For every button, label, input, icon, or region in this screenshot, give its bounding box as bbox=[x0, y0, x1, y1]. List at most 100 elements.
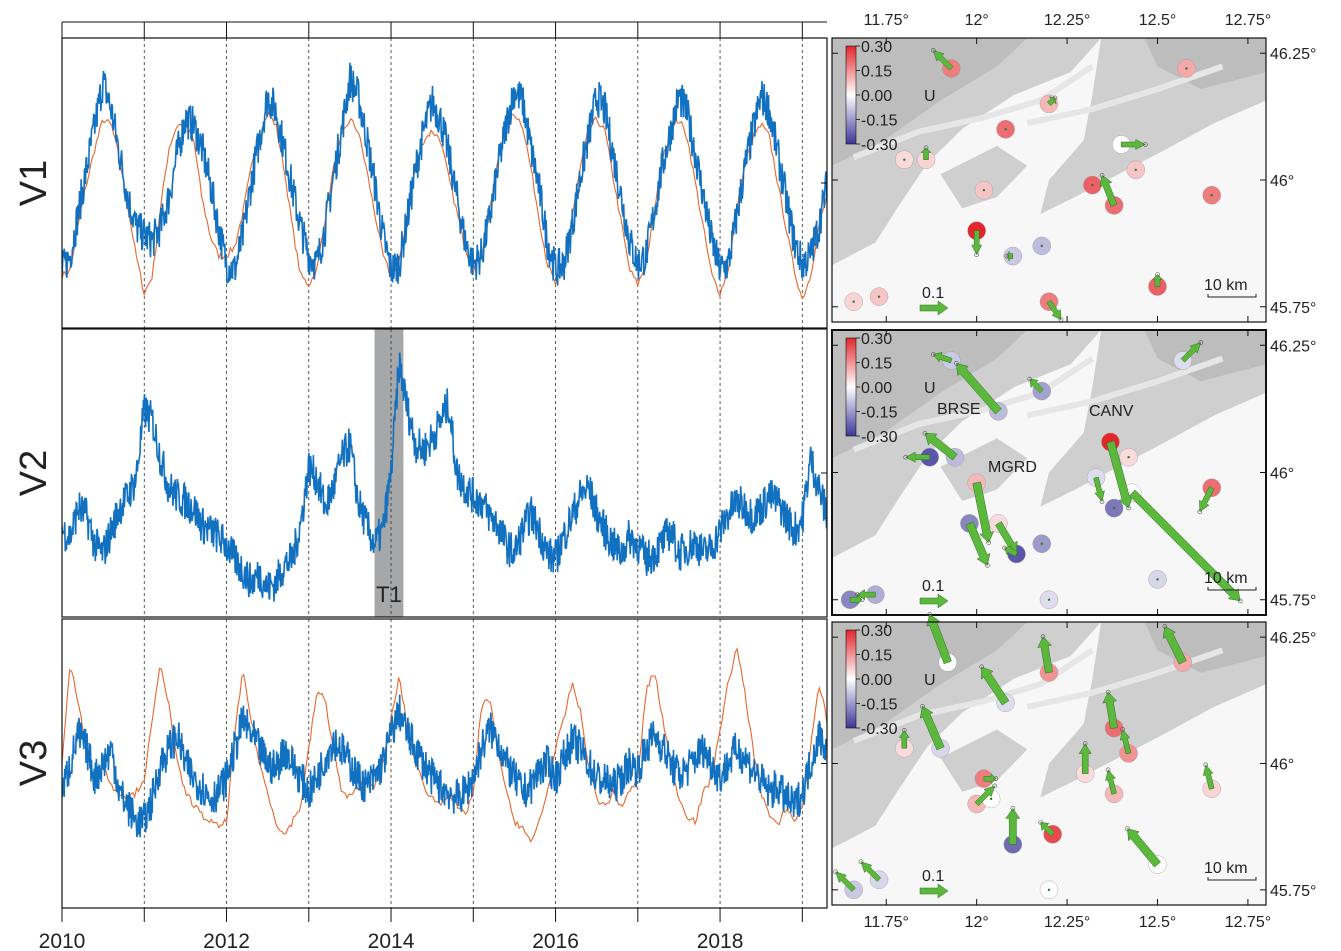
terrain-high-relief bbox=[1144, 38, 1266, 90]
terrain-high-relief bbox=[1144, 330, 1266, 382]
lon-tick-label-top: 12° bbox=[965, 12, 989, 29]
displacement-arrow bbox=[1093, 476, 1105, 503]
displacement-arrow bbox=[1102, 691, 1118, 729]
lon-tick-label-bottom: 12° bbox=[965, 914, 989, 931]
colorbar-label: U bbox=[924, 88, 936, 105]
displacement-arrow bbox=[1134, 168, 1138, 172]
displacement-arrow bbox=[852, 300, 855, 303]
scale-bar bbox=[1207, 587, 1257, 591]
error-ellipse bbox=[1027, 376, 1033, 382]
colorbar-tick-label: 0.15 bbox=[861, 64, 892, 81]
displacement-arrow bbox=[1046, 96, 1057, 107]
colorbar bbox=[845, 45, 857, 145]
displacement-arrow bbox=[1106, 440, 1133, 509]
colorbar-tick-label: 0.30 bbox=[861, 39, 892, 56]
displacement-arrow bbox=[1119, 728, 1132, 755]
x-tick-label: 2014 bbox=[368, 930, 415, 951]
displacement-arrow bbox=[982, 188, 986, 192]
displacement-arrow bbox=[919, 705, 945, 751]
t1-label: T1 bbox=[376, 582, 402, 607]
lat-tick-label: 46° bbox=[1270, 757, 1294, 774]
displacement-arrow bbox=[1029, 378, 1044, 394]
error-ellipse bbox=[1197, 509, 1203, 515]
lat-tick-label: 46.25° bbox=[1270, 338, 1316, 355]
error-ellipse bbox=[1198, 340, 1204, 345]
displacement-arrow bbox=[1004, 545, 1018, 557]
terrain-high-relief bbox=[832, 330, 1028, 459]
valley bbox=[1026, 63, 1224, 127]
map-panels: 0.30 0.15 0.00 -0.15 -0.30 U 0.1 10 km 46.25° 46°… bbox=[831, 12, 1316, 931]
lat-tick-label: 45.75° bbox=[1270, 883, 1316, 900]
displacement-arrow bbox=[965, 521, 991, 566]
error-ellipse bbox=[1203, 762, 1209, 768]
displacement-arrow bbox=[1040, 822, 1055, 837]
displacement-arrow bbox=[1180, 342, 1202, 363]
displacement-arrow bbox=[905, 451, 930, 463]
x-tick-label: 2016 bbox=[532, 930, 579, 951]
time-series-panels: 2010 2012 2014 2016 2018 bbox=[39, 21, 828, 951]
colorbar-tick-label: -0.30 bbox=[861, 429, 898, 446]
displacement-arrow bbox=[924, 432, 958, 461]
map-panel-1: 0.30 0.15 0.00 -0.15 -0.30 U 0.1 10 km 46.25° 46°… bbox=[831, 37, 1316, 323]
displacement-arrow bbox=[1047, 888, 1051, 892]
lon-tick-label-bottom: 12.5° bbox=[1139, 914, 1177, 931]
error-ellipse bbox=[1237, 598, 1243, 604]
lon-tick-label-bottom: 12.25° bbox=[1044, 914, 1090, 931]
colorbar-tick-label: -0.15 bbox=[861, 405, 898, 422]
valley bbox=[852, 63, 1095, 161]
map-panel-2: 0.30 0.15 0.00 -0.15 -0.30 U 0.1 10 km 46.25° 46°… bbox=[831, 329, 1316, 616]
colorbar-tick-label: 0.00 bbox=[861, 672, 892, 689]
displacement-arrow bbox=[860, 861, 882, 882]
error-ellipse bbox=[858, 859, 864, 865]
displacement-arrow bbox=[981, 666, 1010, 706]
scale-bar-label: 10 km bbox=[1204, 277, 1248, 294]
scale-bar-label: 10 km bbox=[1204, 860, 1248, 877]
colorbar-tick-label: -0.15 bbox=[861, 113, 898, 130]
error-ellipse bbox=[855, 592, 860, 597]
displacement-arrow bbox=[898, 729, 910, 749]
error-ellipse bbox=[992, 783, 997, 789]
scale-bar-label: 10 km bbox=[1204, 570, 1248, 587]
displacement-arrow bbox=[1127, 456, 1130, 459]
displacement-arrow bbox=[1185, 67, 1188, 70]
time-axis: 2010 2012 2014 2016 2018 bbox=[39, 21, 827, 951]
error-ellipse bbox=[920, 704, 925, 709]
displacement-arrow bbox=[856, 589, 876, 601]
displacement-arrow bbox=[932, 50, 954, 71]
lon-tick-label-top: 12.5° bbox=[1139, 12, 1177, 29]
displacement-arrow bbox=[1105, 769, 1117, 795]
map-panel-3: 0.30 0.15 0.00 -0.15 -0.30 U 0.1 10 km 46.25° 46°… bbox=[831, 612, 1316, 906]
reference-arrow-label: 0.1 bbox=[922, 868, 944, 885]
colorbar-tick-label: -0.30 bbox=[861, 721, 898, 738]
displacement-arrow bbox=[1099, 174, 1118, 207]
error-ellipse bbox=[903, 454, 908, 460]
error-ellipse bbox=[1105, 767, 1111, 773]
scale-bar bbox=[1207, 877, 1257, 881]
series-line-observed bbox=[62, 62, 827, 286]
error-ellipse bbox=[927, 612, 933, 617]
displacement-arrow bbox=[1162, 626, 1187, 665]
error-ellipse bbox=[979, 664, 984, 670]
station-label-mgrd: MGRD bbox=[988, 459, 1037, 476]
series-line-observed bbox=[62, 694, 827, 838]
error-ellipse bbox=[1038, 819, 1043, 825]
displacement-arrow bbox=[1121, 139, 1146, 150]
terrain-relief bbox=[940, 729, 1028, 792]
error-ellipse bbox=[974, 252, 979, 258]
terrain-high-relief bbox=[832, 622, 1028, 750]
error-ellipse bbox=[1040, 634, 1046, 639]
colorbar-tick-label: -0.30 bbox=[861, 137, 898, 154]
lon-tick-label-top: 12.75° bbox=[1225, 12, 1271, 29]
displacement-arrow bbox=[1112, 506, 1116, 510]
colorbar-tick-label: 0.15 bbox=[861, 356, 892, 373]
error-ellipse bbox=[1143, 142, 1148, 147]
reference-arrow bbox=[919, 883, 949, 899]
displacement-arrow bbox=[1199, 486, 1215, 513]
displacement-arrow bbox=[1078, 743, 1092, 774]
error-ellipse bbox=[902, 728, 907, 733]
colorbar-label: U bbox=[924, 380, 936, 397]
lon-tick-label-top: 11.75° bbox=[864, 12, 909, 29]
panel-frame bbox=[61, 37, 828, 329]
valley bbox=[1026, 355, 1224, 419]
x-tick-label: 2012 bbox=[203, 930, 250, 951]
